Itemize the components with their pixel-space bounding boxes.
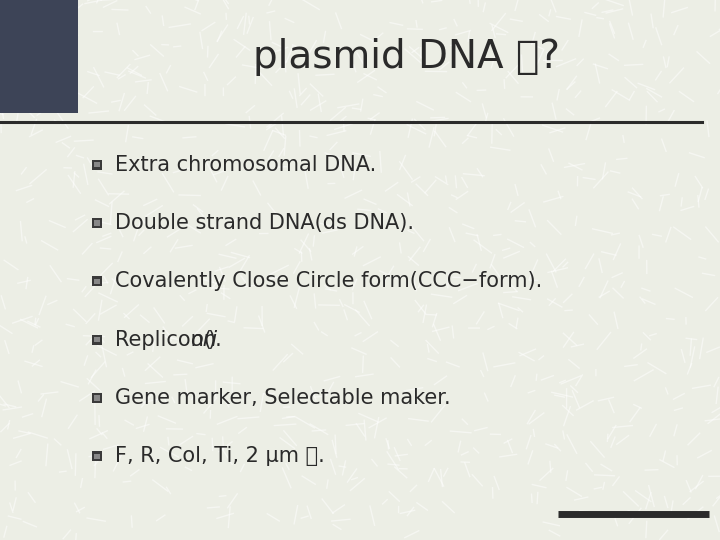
Bar	[92, 218, 102, 228]
Bar	[0, 0, 78, 113]
Bar	[94, 395, 100, 401]
Bar	[92, 393, 102, 403]
Text: Extra chromosomal DNA.: Extra chromosomal DNA.	[115, 154, 377, 175]
Text: plasmid DNA 란?: plasmid DNA 란?	[253, 38, 560, 76]
Bar	[92, 335, 102, 345]
Bar	[92, 160, 102, 170]
Text: Covalently Close Circle form(CCC−form).: Covalently Close Circle form(CCC−form).	[115, 271, 542, 292]
Text: Replicon(: Replicon(	[115, 329, 212, 350]
Bar	[94, 454, 100, 459]
Text: ).: ).	[207, 329, 222, 350]
Bar	[92, 451, 102, 461]
Text: F, R, Col, Ti, 2 μm 등.: F, R, Col, Ti, 2 μm 등.	[115, 446, 325, 467]
Bar	[94, 162, 100, 167]
Bar	[94, 279, 100, 284]
Text: Double strand DNA(ds DNA).: Double strand DNA(ds DNA).	[115, 213, 414, 233]
Bar	[94, 337, 100, 342]
Text: ori: ori	[190, 329, 217, 350]
Bar	[94, 220, 100, 226]
Bar	[92, 276, 102, 286]
Text: Gene marker, Selectable maker.: Gene marker, Selectable maker.	[115, 388, 451, 408]
